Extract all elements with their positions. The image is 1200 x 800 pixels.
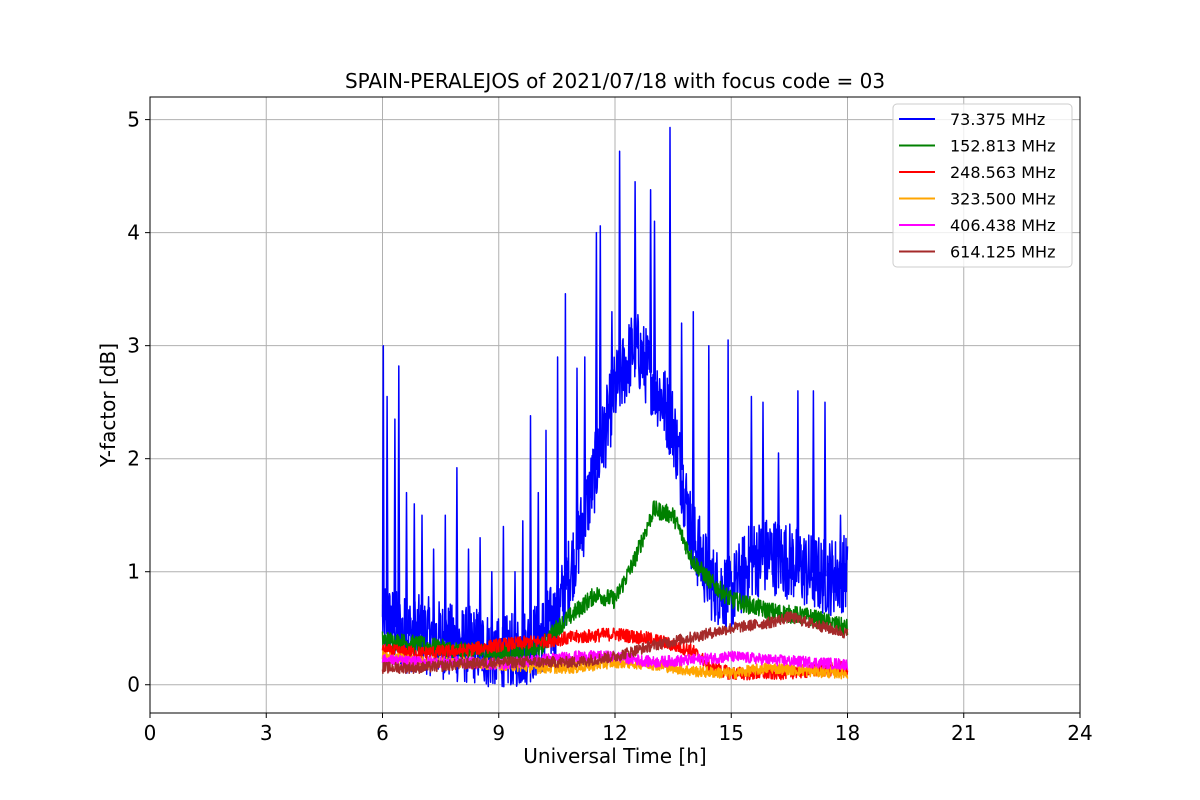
legend-label-2: 248.563 MHz: [950, 163, 1055, 182]
y-tick-label: 1: [127, 560, 140, 584]
y-tick-label: 4: [127, 221, 140, 245]
legend-box: [892, 103, 1073, 268]
y-tick-label: 0: [127, 673, 140, 697]
y-tick-label: 2: [127, 447, 140, 471]
x-axis: 0 3 6 9 12 15 18 21 24: [144, 713, 1093, 745]
series-line-1: [381, 500, 849, 663]
x-tick-label: 6: [376, 721, 389, 745]
x-tick-label: 21: [951, 721, 976, 745]
y-axis: 0 1 2 3 4 5: [127, 108, 150, 697]
series-line-0: [381, 126, 849, 688]
legend-label-0: 73.375 MHz: [950, 110, 1045, 129]
y-axis-label: Y-factor [dB]: [96, 343, 120, 468]
series-layer: [381, 126, 849, 688]
x-tick-label: 12: [602, 721, 627, 745]
legend-label-4: 406.438 MHz: [950, 216, 1055, 235]
y-tick-label: 3: [127, 334, 140, 358]
x-tick-label: 3: [260, 721, 273, 745]
legend-label-5: 614.125 MHz: [950, 243, 1055, 262]
x-tick-label: 18: [835, 721, 860, 745]
x-tick-label: 15: [719, 721, 744, 745]
y-tick-label: 5: [127, 108, 140, 132]
grid: [149, 97, 1081, 713]
legend-label-1: 152.813 MHz: [950, 137, 1055, 156]
x-tick-label: 9: [492, 721, 505, 745]
legend-label-3: 323.500 MHz: [950, 190, 1055, 209]
x-tick-label: 0: [144, 721, 157, 745]
x-tick-label: 24: [1067, 721, 1092, 745]
chart-title: SPAIN-PERALEJOS of 2021/07/18 with focus…: [345, 69, 885, 93]
series-line-5: [381, 611, 849, 675]
legend: 73.375 MHz 152.813 MHz 248.563 MHz 323.500 …: [892, 103, 1073, 268]
x-axis-label: Universal Time [h]: [523, 744, 706, 768]
